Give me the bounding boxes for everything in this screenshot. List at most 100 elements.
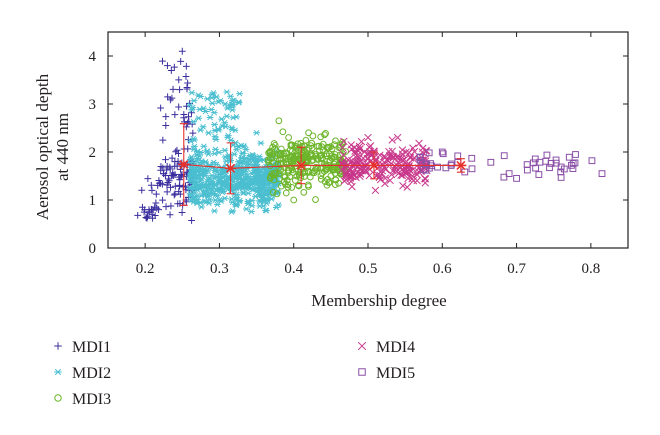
mdi3-point bbox=[332, 137, 339, 145]
mdi4-point bbox=[402, 168, 410, 176]
mdi2-point bbox=[196, 153, 203, 159]
mdi1-point bbox=[189, 129, 197, 137]
mdi3-point bbox=[275, 164, 283, 172]
mdi5-point bbox=[438, 148, 446, 156]
mdi1-point bbox=[166, 163, 174, 171]
mdi2-point bbox=[259, 203, 267, 209]
mdi4-point bbox=[397, 171, 405, 179]
mdi2-point bbox=[211, 127, 219, 134]
mdi4-point bbox=[346, 158, 354, 166]
mdi4-point bbox=[398, 146, 407, 154]
mdi3-point bbox=[285, 134, 293, 141]
mdi3-point bbox=[312, 152, 319, 160]
mdi2-point bbox=[221, 147, 229, 154]
mdi1-point bbox=[157, 104, 165, 112]
mdi2-point bbox=[268, 196, 276, 202]
mdi1-point bbox=[178, 47, 186, 55]
mdi1-point bbox=[142, 214, 150, 221]
legend-label-mdi3: MDI3 bbox=[72, 391, 111, 408]
mean-point bbox=[368, 160, 380, 170]
mdi2-point bbox=[234, 143, 242, 150]
mdi2-point bbox=[196, 106, 204, 113]
mdi2-point bbox=[221, 101, 229, 107]
mdi3-point bbox=[325, 179, 333, 186]
mdi1-point bbox=[163, 166, 171, 174]
mdi3-point bbox=[282, 189, 290, 197]
mdi2-point bbox=[201, 198, 209, 205]
mdi4-point bbox=[346, 174, 354, 183]
mdi2-point bbox=[211, 121, 218, 128]
mdi4-point bbox=[409, 155, 418, 163]
mdi2-point bbox=[232, 114, 240, 120]
mdi3-point bbox=[277, 145, 285, 153]
mdi1-point bbox=[175, 103, 183, 111]
mdi3-point bbox=[322, 150, 330, 158]
y-tick-label: 1 bbox=[89, 193, 97, 209]
mdi2-point bbox=[194, 155, 202, 162]
mdi4-point bbox=[405, 148, 413, 157]
mdi2-point bbox=[228, 209, 235, 215]
mdi2-point bbox=[193, 200, 201, 207]
mdi3-point bbox=[265, 156, 272, 164]
mdi3-point bbox=[279, 128, 287, 136]
mdi1-point bbox=[184, 145, 192, 153]
mdi4-point bbox=[392, 153, 401, 162]
mdi3-point bbox=[308, 144, 316, 152]
mdi1-point bbox=[182, 62, 190, 70]
mdi4-point bbox=[387, 170, 396, 179]
mdi3-point bbox=[283, 176, 291, 184]
mdi4-point bbox=[363, 149, 372, 158]
mean-errorbar-layer bbox=[178, 123, 467, 206]
mdi1-point bbox=[175, 76, 183, 84]
mdi1-point bbox=[168, 154, 176, 162]
mdi2-point bbox=[211, 208, 218, 214]
mdi2-point bbox=[244, 198, 252, 205]
mdi2-point bbox=[248, 151, 256, 158]
mdi2-point bbox=[212, 161, 220, 168]
mdi5-point bbox=[454, 152, 462, 160]
mdi1-point bbox=[175, 150, 182, 157]
mdi2-point bbox=[211, 167, 219, 174]
mdi2-point bbox=[190, 97, 198, 104]
mdi4-point bbox=[347, 141, 355, 149]
mdi5-point bbox=[531, 155, 539, 163]
mdi1-point bbox=[157, 166, 165, 174]
mdi1-point bbox=[159, 136, 167, 144]
y-tick-label: 2 bbox=[89, 145, 97, 161]
mdi3-point bbox=[304, 163, 312, 171]
mdi1-point bbox=[149, 206, 157, 214]
mdi2-point bbox=[254, 168, 262, 175]
mdi2-point bbox=[244, 190, 252, 197]
mdi2-point bbox=[239, 150, 247, 156]
legend-label-mdi2: MDI2 bbox=[72, 365, 111, 382]
mdi3-point bbox=[287, 157, 295, 165]
x-tick-label: 0.3 bbox=[210, 261, 229, 277]
mdi5-point bbox=[425, 149, 433, 157]
mdi1-point bbox=[170, 191, 178, 199]
mdi1-point bbox=[177, 173, 185, 181]
mdi4-point bbox=[392, 167, 401, 176]
mdi2-point bbox=[216, 197, 223, 203]
mdi1-point bbox=[164, 93, 172, 101]
mdi1-point bbox=[158, 180, 166, 188]
mdi2-point bbox=[230, 151, 238, 158]
mdi4-point bbox=[371, 186, 380, 195]
mdi2-point bbox=[227, 137, 235, 144]
legend-label-mdi1: MDI1 bbox=[72, 339, 111, 356]
mdi2-point bbox=[244, 159, 251, 165]
mdi2-point bbox=[206, 175, 214, 181]
mdi2-point bbox=[272, 204, 280, 211]
mdi2-point bbox=[207, 106, 215, 113]
mdi4-point bbox=[342, 175, 350, 184]
mdi2-point bbox=[216, 175, 224, 181]
mdi4-point bbox=[419, 144, 427, 153]
mdi2-point bbox=[228, 196, 236, 202]
mdi1-point bbox=[183, 84, 191, 91]
x-tick-label: 0.2 bbox=[136, 261, 155, 277]
mdi2-point bbox=[186, 190, 194, 197]
mdi4-point bbox=[408, 172, 417, 180]
mdi2-point bbox=[233, 186, 241, 192]
mdi5-point bbox=[513, 175, 520, 182]
mdi2-point bbox=[263, 181, 271, 188]
mdi2-point bbox=[192, 178, 199, 185]
